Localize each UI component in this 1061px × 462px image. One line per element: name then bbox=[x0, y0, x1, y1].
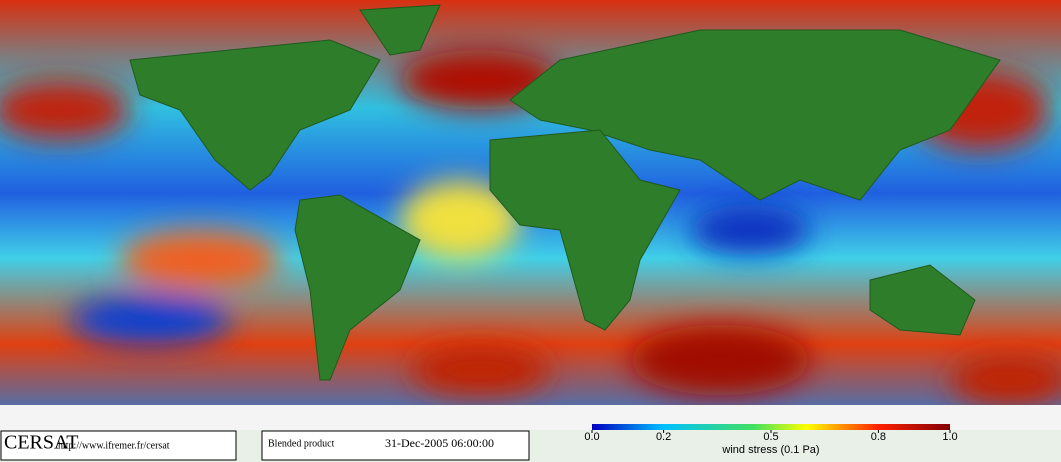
colorbar-scale bbox=[592, 424, 950, 430]
colorbar-tick-label: 0.8 bbox=[871, 431, 886, 443]
colorbar-title: wind stress (0.1 Pa) bbox=[721, 444, 819, 456]
colorbar-tick-label: 0.0 bbox=[584, 431, 599, 443]
colorbar-tick-label: 0.5 bbox=[763, 431, 778, 443]
colorbar: wind stress (0.1 Pa) 0.0 0.2 0.5 0.8 1.0 bbox=[584, 424, 958, 456]
date: 31-Dec-2005 06:00:00 bbox=[385, 436, 494, 450]
map bbox=[0, 0, 1061, 430]
colorbar-tick-label: 0.2 bbox=[656, 431, 671, 443]
logo: CERSAT bbox=[4, 432, 78, 454]
product-box bbox=[261, 430, 530, 461]
url: http://www.ifremer.fr/cersat bbox=[58, 440, 170, 451]
land bbox=[129, 4, 1001, 381]
product: Blended product bbox=[268, 438, 335, 449]
info-box bbox=[0, 430, 237, 461]
colorbar-tick-label: 1.0 bbox=[942, 431, 957, 443]
